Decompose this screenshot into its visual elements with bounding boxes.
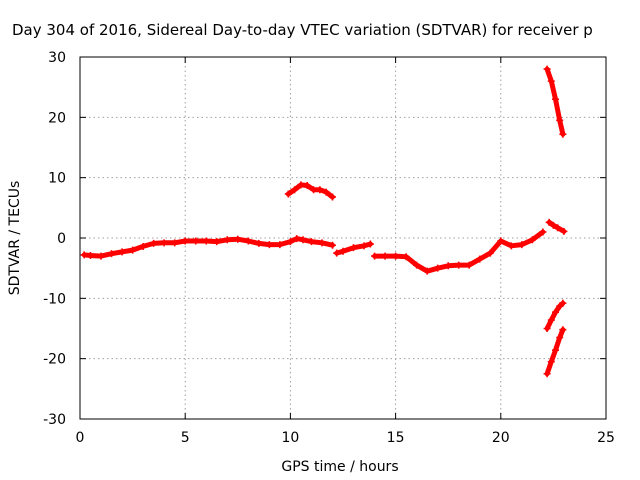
data-point — [560, 227, 568, 235]
data-point — [371, 252, 379, 260]
data-point — [265, 241, 273, 249]
plot-frame — [79, 56, 607, 420]
data-point — [545, 218, 553, 226]
data-point — [423, 267, 431, 275]
data-point — [552, 346, 560, 354]
data-point — [554, 224, 562, 232]
data-point — [381, 252, 389, 260]
x-tick-label: 0 — [76, 430, 85, 446]
data-point — [497, 237, 505, 245]
y-tick-label: 20 — [48, 110, 66, 126]
data-point — [559, 326, 567, 334]
data-point — [333, 249, 341, 257]
data-point — [507, 242, 515, 250]
data-point — [303, 182, 311, 190]
data-point — [476, 255, 484, 263]
grid — [80, 57, 606, 419]
data-point — [322, 188, 330, 196]
y-tick-label: 0 — [57, 231, 66, 247]
data-point — [486, 249, 494, 257]
data-point — [366, 240, 374, 248]
data-point — [284, 190, 292, 198]
axis-ticks: 0 5 10 15 20 25 -30 -20 -10 0 10 20 30 — [43, 50, 615, 446]
data-series — [80, 65, 568, 378]
data-point — [118, 248, 126, 256]
data-point — [328, 193, 336, 201]
data-point — [455, 261, 463, 269]
data-point — [160, 239, 168, 247]
x-axis-label: GPS time / hours — [281, 459, 398, 475]
data-point — [556, 116, 564, 124]
data-point — [465, 261, 473, 269]
data-point — [97, 252, 105, 260]
data-point — [339, 247, 347, 255]
y-tick-label: -10 — [43, 291, 66, 307]
series-trace — [546, 219, 567, 234]
data-point — [547, 358, 555, 366]
data-point — [549, 221, 557, 229]
y-tick-label: 10 — [48, 171, 66, 187]
data-point — [291, 186, 299, 194]
data-point — [559, 299, 567, 307]
x-tick-label: 20 — [492, 430, 510, 446]
data-point — [543, 370, 551, 378]
chart-title: Day 304 of 2016, Sidereal Day-to-day VTE… — [12, 21, 593, 39]
data-point — [192, 237, 200, 245]
data-point — [528, 236, 536, 244]
data-point — [293, 235, 301, 243]
data-point — [171, 239, 179, 247]
data-point — [316, 186, 324, 194]
data-point — [108, 250, 116, 258]
data-point — [543, 325, 551, 332]
data-point — [552, 95, 560, 103]
data-point — [402, 253, 410, 261]
data-point — [434, 264, 442, 272]
data-point — [413, 261, 421, 269]
x-tick-label: 10 — [281, 430, 299, 446]
x-tick-label: 15 — [387, 430, 405, 446]
data-point — [150, 239, 158, 247]
data-point — [518, 241, 526, 249]
data-point — [202, 237, 210, 245]
data-point — [360, 242, 368, 250]
data-point — [556, 334, 564, 342]
data-point — [547, 316, 555, 324]
series-trace — [544, 300, 566, 331]
data-point — [539, 228, 547, 236]
data-point — [234, 235, 242, 243]
data-point — [543, 65, 551, 73]
data-point — [87, 251, 95, 259]
data-point — [276, 241, 284, 249]
data-point — [350, 244, 358, 252]
data-point — [255, 239, 263, 247]
x-tick-label: 25 — [597, 430, 615, 446]
x-tick-label: 5 — [181, 430, 190, 446]
data-point — [139, 242, 147, 250]
y-tick-label: -30 — [43, 412, 66, 428]
data-point — [559, 130, 567, 138]
y-tick-label: 30 — [48, 50, 66, 66]
data-point — [286, 238, 294, 246]
data-point — [129, 246, 137, 254]
data-point — [328, 241, 336, 249]
data-point — [552, 308, 560, 316]
data-point — [444, 262, 452, 270]
data-point — [307, 238, 315, 246]
data-point — [213, 238, 221, 246]
data-point — [181, 237, 189, 245]
data-point — [299, 236, 307, 244]
data-point — [318, 239, 326, 247]
y-axis-label: SDTVAR / TECUs — [7, 181, 23, 296]
data-point — [392, 252, 400, 260]
data-point — [297, 181, 305, 189]
y-tick-label: -20 — [43, 352, 66, 368]
data-point — [547, 77, 555, 85]
data-point — [310, 186, 318, 194]
data-point — [223, 236, 231, 244]
data-point — [80, 251, 88, 259]
data-point — [244, 237, 252, 245]
